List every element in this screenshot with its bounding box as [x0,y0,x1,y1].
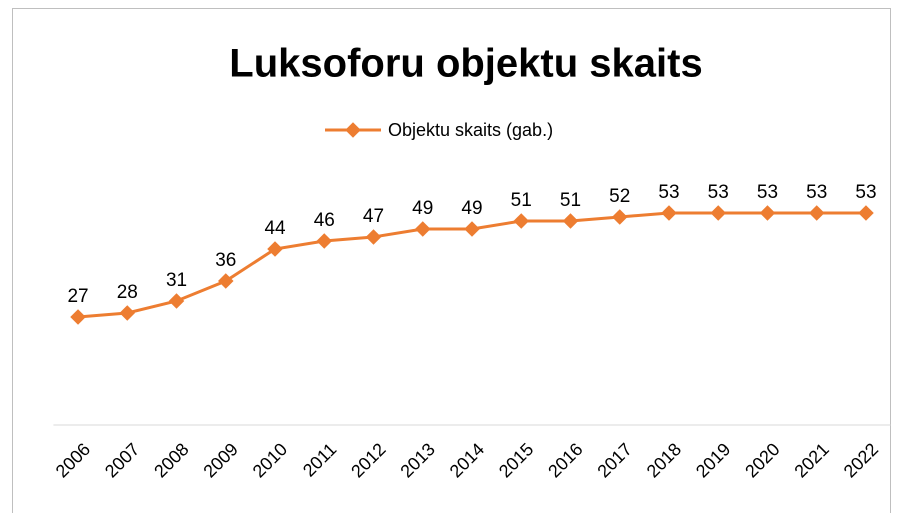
marker [562,213,579,229]
data-label: 53 [757,182,778,203]
data-label: 52 [609,186,630,207]
data-label: 53 [708,182,729,203]
marker [513,213,530,229]
data-label: 51 [560,190,581,211]
legend-label: Objektu skaits (gab.) [388,120,553,140]
marker [267,241,283,257]
data-label: 49 [461,198,482,219]
chart-title: Luksoforu objektu skaits [229,42,702,86]
marker [808,205,825,221]
data-label: 53 [855,182,876,203]
data-label: 53 [658,182,679,203]
marker [759,205,776,221]
marker [464,221,480,237]
data-label: 44 [264,218,286,239]
data-label: 31 [166,270,187,291]
data-label: 28 [117,282,138,303]
data-label: 53 [806,182,827,203]
marker [316,233,333,249]
marker [365,229,382,245]
data-label: 46 [314,210,335,231]
marker [611,209,628,225]
marker [858,205,874,221]
chart-border [12,8,891,513]
marker [217,273,234,289]
data-label: 49 [412,198,433,219]
marker [661,205,677,221]
data-label: 27 [67,286,88,307]
data-label: 36 [215,250,236,271]
data-label: 47 [363,206,384,227]
marker [414,221,431,237]
data-label: 51 [511,190,532,211]
marker [710,205,727,221]
marker [168,293,185,309]
